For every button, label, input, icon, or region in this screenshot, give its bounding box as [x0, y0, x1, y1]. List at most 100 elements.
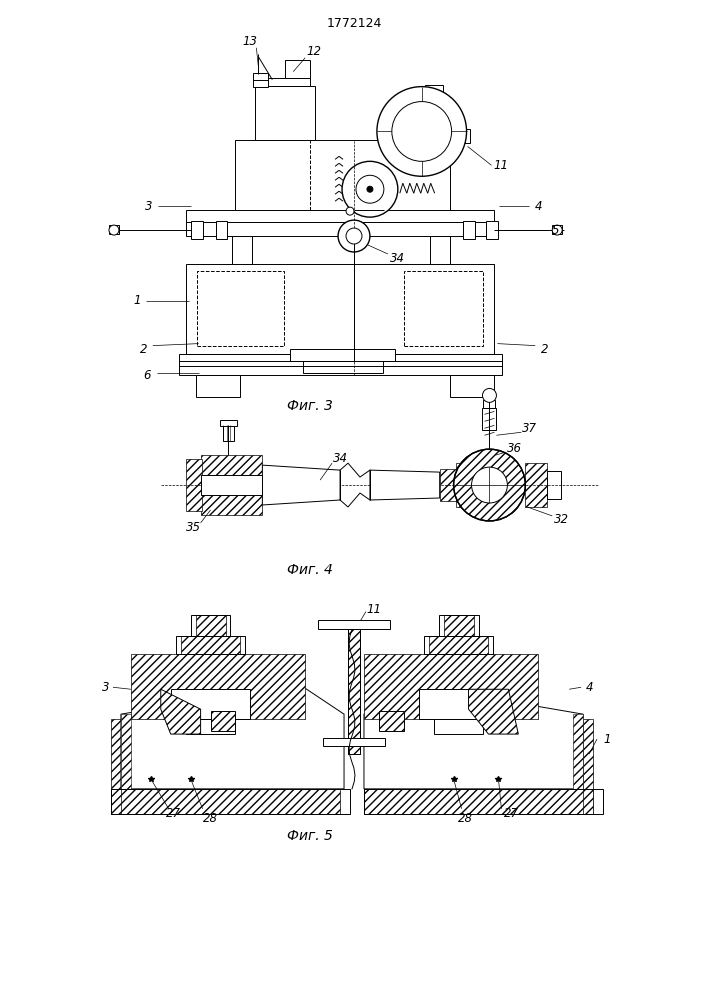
Bar: [423, 636, 493, 654]
Bar: [486, 221, 498, 239]
Bar: [484, 400, 496, 408]
Circle shape: [482, 388, 496, 402]
Text: 3: 3: [145, 200, 153, 213]
Text: 2: 2: [140, 343, 148, 356]
Text: 6: 6: [143, 369, 151, 382]
Circle shape: [392, 102, 452, 161]
Bar: [440, 469, 455, 501]
Circle shape: [338, 220, 370, 252]
Bar: [179, 354, 503, 375]
Bar: [348, 629, 360, 754]
Bar: [211, 711, 235, 731]
Text: 27: 27: [504, 807, 519, 820]
Text: 5: 5: [551, 224, 559, 237]
Text: 37: 37: [522, 422, 537, 435]
Polygon shape: [160, 689, 201, 734]
Bar: [253, 73, 269, 87]
Bar: [111, 789, 340, 814]
Bar: [323, 738, 385, 746]
Bar: [428, 636, 489, 654]
Text: 1: 1: [133, 294, 141, 307]
Bar: [364, 789, 593, 814]
Bar: [364, 789, 603, 814]
Bar: [291, 349, 395, 361]
Text: 35: 35: [186, 521, 201, 534]
Text: 4: 4: [585, 681, 593, 694]
Bar: [220, 420, 238, 426]
Text: 34: 34: [390, 252, 405, 265]
Bar: [455, 129, 469, 143]
Bar: [170, 689, 250, 719]
Bar: [358, 198, 376, 210]
Polygon shape: [262, 465, 340, 505]
Circle shape: [367, 186, 373, 192]
Text: 11: 11: [494, 159, 509, 172]
Bar: [482, 408, 496, 430]
Bar: [552, 225, 562, 234]
Text: Фиг. 5: Фиг. 5: [287, 829, 333, 843]
Bar: [379, 711, 404, 731]
Bar: [201, 455, 262, 515]
Text: 3: 3: [103, 681, 110, 694]
Bar: [216, 221, 228, 239]
Text: 11: 11: [366, 603, 381, 616]
Bar: [186, 222, 494, 236]
Text: 28: 28: [203, 812, 218, 825]
Bar: [181, 636, 240, 654]
Bar: [318, 620, 390, 629]
Text: 27: 27: [166, 807, 181, 820]
Bar: [109, 225, 119, 234]
Bar: [196, 375, 240, 397]
Bar: [111, 789, 350, 814]
Text: 1772124: 1772124: [327, 17, 382, 30]
Text: 36: 36: [507, 442, 522, 455]
Bar: [303, 361, 383, 373]
Bar: [255, 86, 315, 140]
Bar: [233, 236, 252, 264]
Circle shape: [454, 449, 525, 521]
Polygon shape: [469, 689, 518, 734]
Bar: [186, 719, 235, 734]
Text: 4: 4: [534, 200, 542, 213]
Circle shape: [377, 87, 467, 176]
Bar: [404, 271, 484, 346]
Bar: [223, 425, 235, 441]
Bar: [573, 714, 583, 789]
Bar: [419, 689, 498, 719]
Polygon shape: [121, 684, 344, 789]
Bar: [191, 221, 203, 239]
Circle shape: [342, 161, 398, 217]
Bar: [176, 636, 245, 654]
Bar: [430, 236, 450, 264]
Bar: [438, 615, 479, 636]
Text: 12: 12: [307, 45, 322, 58]
Circle shape: [552, 225, 562, 235]
Bar: [433, 719, 484, 734]
Bar: [197, 271, 284, 346]
Text: 28: 28: [458, 812, 473, 825]
Bar: [186, 264, 494, 354]
Bar: [196, 615, 226, 636]
Text: Фиг. 4: Фиг. 4: [287, 563, 333, 577]
Bar: [191, 615, 230, 636]
Bar: [111, 719, 121, 814]
Bar: [201, 475, 262, 495]
Bar: [186, 459, 201, 511]
Bar: [348, 629, 360, 754]
Circle shape: [346, 228, 362, 244]
Text: 32: 32: [554, 513, 568, 526]
Bar: [285, 60, 310, 78]
Bar: [547, 471, 561, 499]
Bar: [186, 210, 494, 222]
Circle shape: [356, 175, 384, 203]
Bar: [455, 463, 474, 507]
Text: 2: 2: [540, 343, 548, 356]
Bar: [260, 78, 310, 86]
Bar: [121, 714, 131, 789]
Bar: [364, 654, 538, 719]
Bar: [525, 463, 547, 507]
Bar: [235, 140, 450, 210]
Bar: [450, 375, 494, 397]
Text: 34: 34: [332, 452, 348, 465]
Bar: [131, 654, 305, 719]
